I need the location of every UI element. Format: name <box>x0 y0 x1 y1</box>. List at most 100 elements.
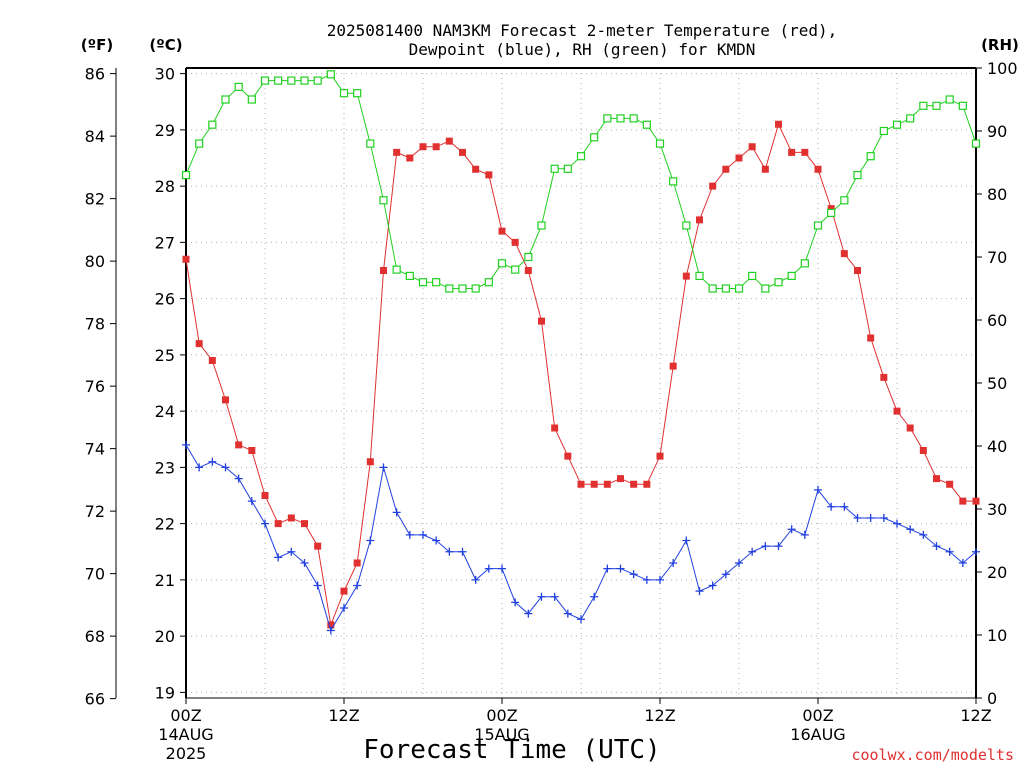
fahrenheit-tick-label: 74 <box>85 440 105 459</box>
rh-point <box>366 139 375 148</box>
temperature-point <box>603 480 611 488</box>
fahrenheit-tick-label: 82 <box>85 190 105 209</box>
dewpoint-point <box>761 542 770 551</box>
dewpoint-point <box>932 542 941 551</box>
dewpoint-point <box>682 536 691 545</box>
temperature-point <box>696 216 703 224</box>
temperature-point <box>287 514 295 522</box>
rh-point <box>721 284 730 293</box>
rh-point <box>971 139 981 148</box>
rh-tick-label: 50 <box>987 374 1007 393</box>
rh-point <box>748 271 757 280</box>
rh-tick-label: 20 <box>987 563 1007 582</box>
x-date-label: 14AUG <box>158 725 213 744</box>
fahrenheit-tick-label: 84 <box>85 127 105 146</box>
dewpoint-point <box>471 575 480 584</box>
rh-point <box>932 101 941 110</box>
temperature-point <box>248 447 256 454</box>
temperature-point <box>366 458 374 466</box>
fahrenheit-unit-label: (ºF) <box>81 36 113 54</box>
x-tick-label: 00Z <box>486 706 517 725</box>
fahrenheit-tick-label: 66 <box>85 690 105 709</box>
dewpoint-point <box>616 564 625 573</box>
dewpoint-point <box>669 559 678 567</box>
rh-point <box>642 120 651 129</box>
rh-point <box>840 196 849 205</box>
temperature-point <box>380 267 387 274</box>
rh-point <box>524 252 533 262</box>
dewpoint-series <box>182 440 980 635</box>
temperature-point <box>840 250 848 258</box>
dewpoint-point <box>721 570 730 579</box>
rh-series <box>181 70 981 293</box>
rh-point <box>208 120 217 129</box>
rh-point <box>919 101 928 110</box>
x-year-label: 2025 <box>166 744 207 763</box>
dewpoint-point <box>866 514 875 522</box>
celsius-tick-label: 30 <box>155 65 175 84</box>
chart-title-line2: Dewpoint (blue), RH (green) for KMDN <box>409 40 756 59</box>
dewpoint-point <box>735 559 743 567</box>
dewpoint-point <box>484 564 493 573</box>
temperature-point <box>933 475 940 483</box>
x-tick-label: 12Z <box>644 706 675 725</box>
temperature-point <box>682 272 690 280</box>
temperature-point <box>274 520 282 528</box>
dewpoint-point <box>550 592 559 601</box>
dewpoint-point <box>195 463 204 472</box>
temperature-point <box>630 480 638 488</box>
rh-point <box>484 278 493 287</box>
rh-point <box>945 95 954 104</box>
dewpoint-point <box>972 547 980 556</box>
dewpoint-point <box>524 609 533 618</box>
rh-point <box>603 114 612 123</box>
rh-point <box>906 114 915 123</box>
x-tick-label: 00Z <box>170 706 201 725</box>
temperature-point <box>432 143 440 151</box>
dewpoint-point <box>879 514 888 522</box>
celsius-tick-label: 20 <box>155 627 175 646</box>
rh-tick-label: 40 <box>987 437 1007 456</box>
dewpoint-point <box>287 547 296 556</box>
dewpoint-point <box>405 530 414 539</box>
temperature-point <box>445 137 453 145</box>
dewpoint-point <box>945 547 954 556</box>
temperature-point <box>472 165 480 173</box>
celsius-tick-label: 19 <box>155 683 175 702</box>
rh-point <box>550 164 559 173</box>
rh-point <box>221 95 230 104</box>
rh-tick-label: 100 <box>987 59 1018 78</box>
dewpoint-point <box>958 559 967 567</box>
dewpoint-point <box>498 564 506 573</box>
rh-point <box>471 284 480 293</box>
rh-unit-label: (RH) <box>981 36 1019 54</box>
temperature-point <box>669 362 677 370</box>
rh-point <box>866 152 875 161</box>
celsius-tick-label: 26 <box>155 290 175 309</box>
rh-point <box>695 271 704 280</box>
rh-point <box>195 139 204 148</box>
temperature-point <box>353 559 361 567</box>
temperature-point <box>340 587 348 595</box>
fahrenheit-tick-label: 70 <box>85 565 105 584</box>
temperature-point <box>946 480 954 488</box>
dewpoint-point <box>919 530 928 539</box>
dewpoint-point <box>814 485 822 494</box>
temperature-point <box>419 143 427 151</box>
rh-point <box>708 284 717 293</box>
x-date-label: 16AUG <box>790 725 845 744</box>
dewpoint-point <box>827 502 836 511</box>
rh-point <box>287 76 296 85</box>
rh-point <box>879 126 888 136</box>
rh-point <box>892 120 902 129</box>
dewpoint-point <box>392 508 401 517</box>
temperature-point <box>393 148 401 156</box>
fahrenheit-tick-label: 78 <box>85 315 105 334</box>
dewpoint-point <box>577 615 585 624</box>
temperature-point <box>182 255 190 263</box>
temperature-point <box>261 492 269 499</box>
rh-point <box>445 284 454 293</box>
dewpoint-point <box>537 592 546 601</box>
dewpoint-point <box>379 463 388 472</box>
